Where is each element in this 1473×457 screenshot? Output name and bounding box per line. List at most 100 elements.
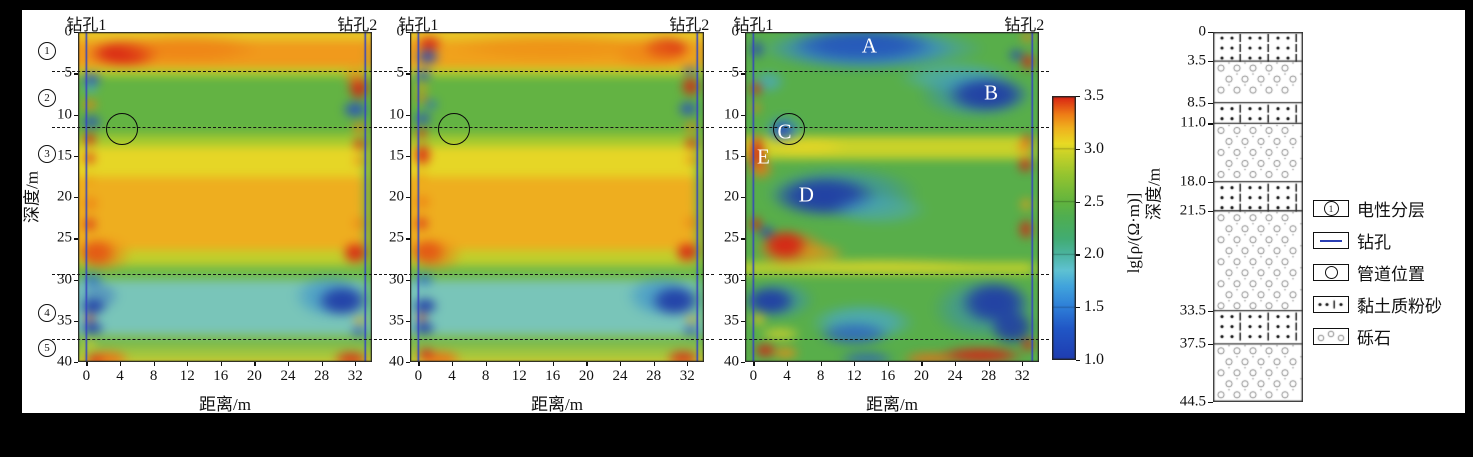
colorbar-gradient	[1052, 96, 1076, 360]
y-tick-label: 15	[57, 147, 72, 164]
y-tick-label: 30	[389, 271, 404, 287]
layer-boundary-dashed-line	[384, 126, 714, 128]
pipe-location-circle	[105, 112, 138, 145]
strat-depth-label: 3.5	[1187, 52, 1206, 69]
y-tick-mark	[406, 73, 410, 75]
legend-label: 电性分层	[1357, 201, 1425, 220]
legend-label: 钻孔	[1357, 233, 1391, 252]
y-tick-label: 10	[389, 106, 404, 122]
layer-boundary-dashed-line	[384, 70, 714, 72]
x-tick-mark	[687, 362, 689, 366]
colorbar-tick-label: 3.0	[1084, 139, 1104, 157]
x-axis-title: 距离/m	[866, 395, 918, 414]
layer-boundary-dashed-line	[719, 338, 1049, 340]
x-tick-label: 8	[481, 368, 490, 384]
y-tick-label: 30	[57, 271, 72, 287]
legend-label: 管道位置	[1357, 265, 1425, 284]
y-tick-mark	[406, 155, 410, 158]
strat-column-canvas	[1213, 32, 1303, 402]
x-tick-mark	[820, 362, 822, 366]
y-tick-mark	[406, 32, 410, 34]
layer-boundary-dashed-line	[52, 126, 382, 128]
strat-depth-label: 44.5	[1179, 393, 1206, 410]
borehole-label-2: 钻孔2	[669, 17, 710, 34]
x-tick-label: 12	[179, 368, 195, 384]
x-tick-label: 28	[981, 368, 997, 384]
colorbar-tick-mark	[1076, 201, 1080, 203]
legend-item-zone: 1 电性分层	[1313, 196, 1425, 221]
x-tick-label: 32	[1014, 368, 1030, 384]
y-tick-mark	[74, 197, 78, 199]
y-tick-mark	[741, 155, 745, 158]
strat-depth-label: 8.5	[1187, 94, 1206, 111]
x-tick-label: 20	[578, 368, 594, 384]
y-tick-label: 0	[64, 23, 73, 40]
y-tick-mark	[74, 32, 78, 34]
legend-symbol-box-clay	[1313, 296, 1349, 313]
panel-1-heatmap	[78, 32, 372, 362]
x-tick-mark	[955, 362, 957, 366]
x-tick-label: 4	[448, 368, 456, 384]
x-tick-label: 0	[82, 368, 91, 384]
y-tick-mark	[74, 362, 78, 364]
x-tick-label: 20	[913, 368, 929, 384]
y-tick-label: 40	[389, 353, 404, 370]
colorbar-tick-mark	[1076, 96, 1080, 98]
x-tick-mark	[887, 362, 890, 366]
strat-tick-mark	[1208, 102, 1213, 104]
layer-boundary-dashed-line	[384, 338, 714, 340]
x-tick-mark	[854, 362, 856, 366]
y-tick-label: 10	[57, 106, 72, 122]
x-tick-mark	[86, 362, 88, 366]
legend-label: 黏土质粉砂	[1357, 297, 1442, 316]
x-tick-label: 32	[347, 368, 363, 384]
y-tick-mark	[741, 197, 745, 199]
legend-item-line: 钻孔	[1313, 228, 1391, 253]
zone-number-5: 5	[38, 338, 56, 357]
x-tick-label: 12	[511, 368, 527, 384]
borehole-label-2: 钻孔2	[1004, 17, 1045, 34]
x-tick-label: 28	[314, 368, 330, 384]
y-tick-label: 30	[724, 271, 739, 287]
x-tick-label: 28	[646, 368, 662, 384]
x-tick-mark	[586, 362, 588, 366]
x-tick-mark	[355, 362, 357, 366]
pipe-location-circle	[437, 112, 470, 145]
legend-symbol-box-gravel	[1313, 328, 1349, 345]
colorbar-tick-label: 3.5	[1084, 87, 1104, 104]
y-tick-mark	[741, 73, 745, 75]
x-tick-mark	[120, 362, 122, 366]
x-tick-mark	[653, 362, 655, 366]
y-tick-mark	[741, 279, 745, 281]
x-tick-mark	[452, 362, 454, 366]
colorbar-tick-mark	[1076, 254, 1080, 256]
strat-tick-mark	[1208, 181, 1213, 183]
zone-number-2: 2	[38, 89, 56, 107]
panel-2-heatmap	[410, 32, 704, 362]
legend-item-gravel: 砾石	[1313, 324, 1391, 349]
x-tick-mark	[220, 362, 223, 366]
strat-depth-axis-title: 深度/m	[1144, 168, 1164, 221]
y-tick-mark	[406, 279, 410, 281]
layer-boundary-dashed-line	[52, 338, 382, 340]
y-tick-mark	[74, 155, 78, 158]
y-tick-label: 35	[389, 312, 404, 329]
strat-tick-mark	[1208, 343, 1213, 346]
y-tick-label: 10	[724, 106, 739, 122]
strat-tick-mark	[1208, 32, 1213, 34]
x-tick-mark	[988, 362, 990, 366]
borehole-label-2: 钻孔2	[337, 17, 378, 34]
x-tick-label: 8	[816, 368, 825, 384]
colorbar-tick-mark	[1076, 360, 1080, 362]
anomaly-label-A: A	[861, 33, 877, 58]
layer-boundary-dashed-line	[719, 273, 1049, 275]
y-tick-mark	[741, 238, 745, 240]
y-tick-mark	[406, 114, 410, 116]
x-tick-mark	[753, 362, 755, 366]
y-tick-mark	[741, 362, 745, 364]
x-tick-mark	[620, 362, 622, 366]
depth-axis-title: 深度/m	[22, 171, 42, 223]
colorbar-tick-label: 1.0	[1084, 351, 1104, 368]
x-tick-label: 4	[116, 368, 124, 384]
